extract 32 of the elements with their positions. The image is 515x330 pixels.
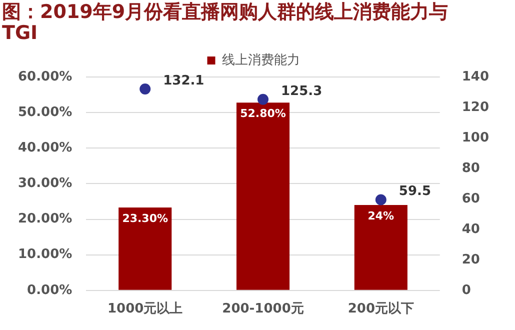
y-tick-label: 30.00% bbox=[18, 176, 72, 192]
x-tick-label: 1000元以上 bbox=[108, 302, 183, 317]
y2-tick-label: 20 bbox=[462, 252, 480, 268]
point bbox=[375, 194, 386, 206]
y-tick-label: 50.00% bbox=[18, 104, 72, 120]
y-tick-label: 10.00% bbox=[18, 247, 72, 262]
y-tick-label: 60.00% bbox=[18, 69, 72, 84]
y-tick-label: 40.00% bbox=[18, 140, 72, 156]
data-label: 23.30% bbox=[122, 212, 168, 225]
point bbox=[140, 84, 151, 95]
y-tick-label: 20.00% bbox=[18, 212, 72, 227]
y2-tick-label: 80 bbox=[462, 160, 480, 176]
data-label: 24% bbox=[368, 209, 394, 222]
bar bbox=[118, 208, 172, 290]
chart-title: 图：2019年9月份看直播网购人群的线上消费能力与TGI bbox=[2, 1, 450, 44]
legend-label: 线上消费能力 bbox=[222, 52, 300, 68]
y2-tick-label: 120 bbox=[462, 100, 490, 115]
data-label: 59.5 bbox=[398, 184, 431, 200]
y2-tick-label: 0 bbox=[462, 282, 471, 298]
y-tick-label: 0.00% bbox=[27, 282, 72, 298]
point bbox=[258, 94, 269, 105]
bar bbox=[236, 102, 290, 290]
x-tick-label: 200元以下 bbox=[348, 302, 414, 317]
data-label: 132.1 bbox=[163, 73, 204, 88]
x-tick-label: 200-1000元 bbox=[222, 302, 304, 317]
bar bbox=[354, 205, 408, 290]
y2-tick-label: 140 bbox=[462, 69, 490, 84]
data-label: 52.80% bbox=[240, 106, 286, 120]
y2-tick-label: 40 bbox=[462, 222, 480, 237]
y2-tick-label: 100 bbox=[462, 130, 490, 146]
data-label: 125.3 bbox=[281, 84, 322, 99]
y2-tick-label: 60 bbox=[462, 191, 480, 206]
